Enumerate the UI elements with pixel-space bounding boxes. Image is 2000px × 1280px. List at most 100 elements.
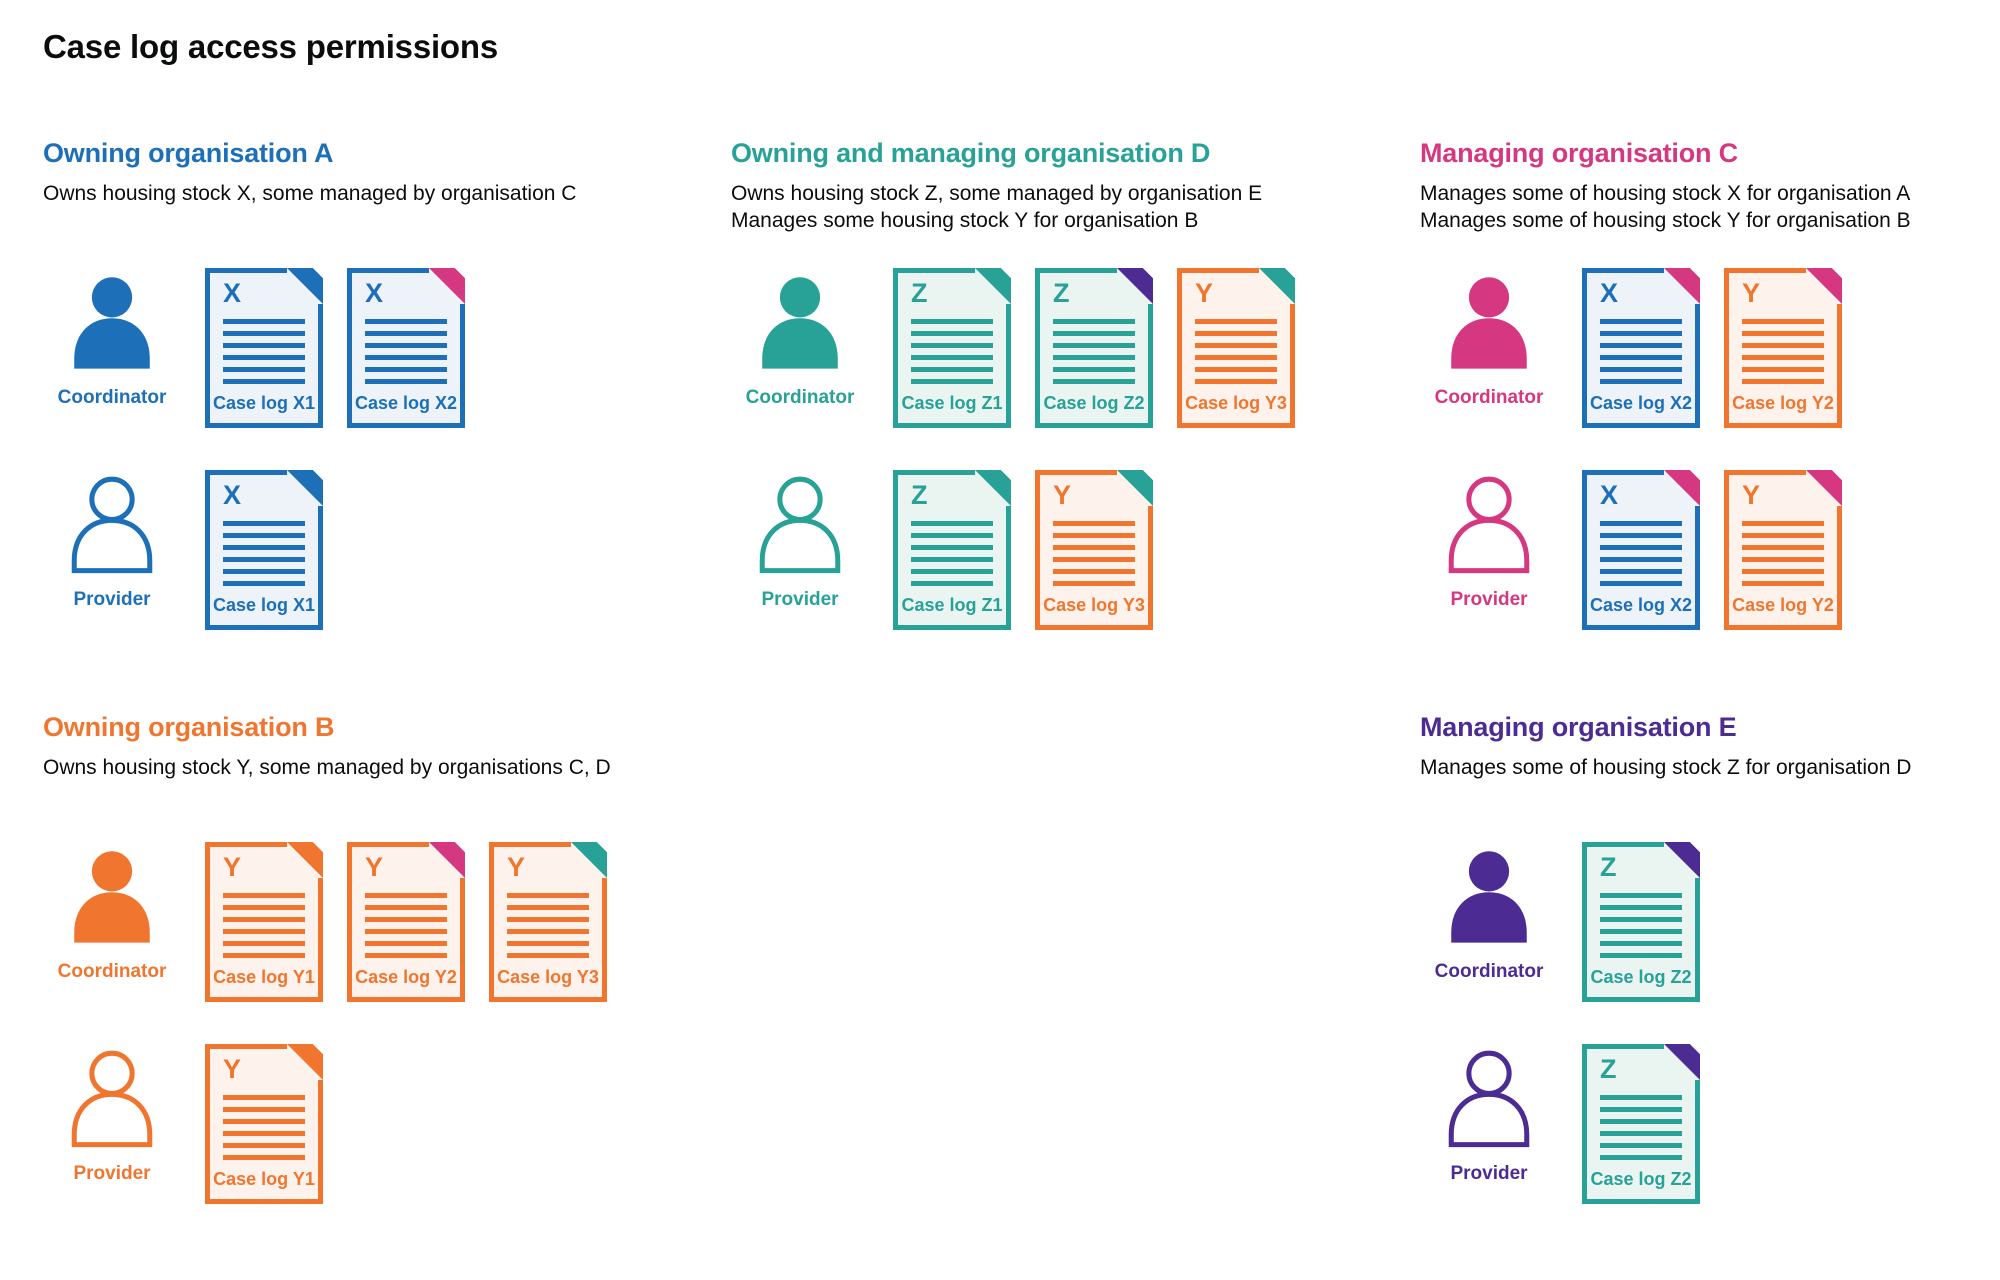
section-description-line: Owns housing stock Y, some managed by or…	[43, 756, 611, 779]
doc-text-line	[1600, 1143, 1682, 1148]
provider-icon	[759, 476, 841, 574]
doc-text-line	[223, 557, 305, 562]
doc-text-line	[365, 343, 447, 348]
fold-flap	[1664, 268, 1700, 304]
doc-text-line	[911, 569, 993, 574]
case-log-document: X Case log X2	[347, 268, 465, 428]
role-label: Provider	[761, 589, 839, 610]
case-log-document: Y Case log Y2	[1724, 470, 1842, 630]
section-heading: Owning organisation B	[43, 712, 335, 742]
role-label: Provider	[73, 1163, 151, 1184]
doc-text-line	[1600, 1155, 1682, 1160]
doc-text-line	[223, 941, 305, 946]
case-log-label: Case log Y2	[355, 967, 457, 987]
fold-flap	[1117, 470, 1153, 506]
doc-text-lines	[1600, 319, 1682, 384]
fold-flap	[975, 470, 1011, 506]
doc-text-lines	[223, 521, 305, 586]
doc-text-line	[1053, 581, 1135, 586]
doc-text-line	[365, 367, 447, 372]
role-label: Provider	[1450, 1163, 1528, 1184]
doc-text-lines	[1195, 319, 1277, 384]
doc-text-line	[365, 941, 447, 946]
stock-letter: X	[223, 278, 242, 308]
section-description-line: Manages some of housing stock Z for orga…	[1420, 756, 1912, 779]
doc-text-lines	[507, 893, 589, 958]
coordinator-icon	[74, 851, 150, 943]
stock-letter: Y	[223, 852, 242, 882]
doc-text-line	[1600, 929, 1682, 934]
folded-corner-icon	[571, 842, 607, 878]
role-label: Provider	[1450, 589, 1528, 610]
role-label: Coordinator	[1434, 387, 1544, 408]
section-description-line: Manages some of housing stock Y for orga…	[1420, 208, 1911, 232]
doc-text-line	[1600, 1119, 1682, 1124]
doc-text-line	[1742, 581, 1824, 586]
doc-text-line	[1053, 545, 1135, 550]
doc-text-line	[1600, 917, 1682, 922]
section-heading: Owning and managing organisation D	[731, 138, 1211, 168]
provider-person: Provider	[731, 470, 869, 611]
section-description: Owns housing stock Z, some managed by or…	[731, 181, 1391, 235]
stock-letter: Z	[911, 278, 928, 308]
doc-text-line	[223, 893, 305, 898]
case-log-document: Z Case log Z2	[1582, 1044, 1700, 1204]
doc-text-line	[1195, 331, 1277, 336]
fold-flap	[1806, 470, 1842, 506]
section-org-a: Owning organisation A Owns housing stock …	[43, 138, 703, 672]
doc-text-line	[223, 1131, 305, 1136]
doc-text-line	[1195, 355, 1277, 360]
folded-corner-icon	[1664, 268, 1700, 304]
doc-text-line	[911, 581, 993, 586]
fold-notch	[312, 842, 323, 853]
role-label: Coordinator	[1434, 961, 1544, 982]
case-log-document: Z Case log Z2	[1035, 268, 1153, 428]
doc-text-line	[1053, 569, 1135, 574]
stock-letter: X	[1600, 480, 1619, 510]
case-log-label: Case log Z2	[1590, 1169, 1692, 1189]
doc-text-lines	[1053, 319, 1135, 384]
provider-person: Provider	[1420, 470, 1558, 611]
section-org-c: Managing organisation C Manages some of h…	[1420, 138, 1990, 672]
doc-text-line	[1742, 319, 1824, 324]
doc-text-line	[1600, 545, 1682, 550]
doc-text-line	[1600, 557, 1682, 562]
case-log-label: Case log X2	[1589, 595, 1693, 615]
section-description: Owns housing stock X, some managed by or…	[43, 181, 703, 208]
doc-text-line	[911, 521, 993, 526]
case-log-document: X Case log X2	[1582, 470, 1700, 630]
case-log-document: Y Case log Y2	[347, 842, 465, 1002]
provider-icon	[71, 476, 153, 574]
coordinator-person: Coordinator	[43, 842, 181, 983]
provider-icon	[1448, 1050, 1530, 1148]
page-title: Case log access permissions	[43, 28, 499, 65]
doc-text-lines	[1600, 1095, 1682, 1160]
doc-text-line	[1600, 941, 1682, 946]
folded-corner-icon	[429, 842, 465, 878]
doc-text-line	[223, 331, 305, 336]
section-header: Owning organisation A Owns housing stock …	[43, 138, 703, 268]
case-log-document: Y Case log Y3	[1177, 268, 1295, 428]
section-description: Manages some of housing stock X for orga…	[1420, 181, 1990, 235]
folded-corner-icon	[287, 842, 323, 878]
fold-flap	[1259, 268, 1295, 304]
case-log-label: Case log Y3	[1043, 595, 1145, 615]
doc-text-line	[1742, 569, 1824, 574]
section-header: Managing organisation C Manages some of h…	[1420, 138, 1990, 268]
doc-text-line	[1053, 533, 1135, 538]
case-log-label: Case log X2	[1589, 393, 1693, 413]
case-log-label: Case log X1	[212, 393, 316, 413]
org-c-provider-row: Provider X Case log X2 Y Case log Y2	[1420, 470, 1990, 630]
doc-text-line	[1600, 367, 1682, 372]
section-description: Owns housing stock Y, some managed by or…	[43, 755, 703, 782]
doc-text-line	[1600, 1107, 1682, 1112]
fold-notch	[1000, 268, 1011, 279]
doc-text-line	[1600, 569, 1682, 574]
doc-text-lines	[911, 521, 993, 586]
case-log-document: Y Case log Y3	[1035, 470, 1153, 630]
org-c-coordinator-row: Coordinator X Case log X2 Y Case log Y2	[1420, 268, 1990, 428]
case-log-label: Case log Y2	[1732, 393, 1834, 413]
fold-flap	[429, 842, 465, 878]
coordinator-person: Coordinator	[1420, 842, 1558, 983]
doc-text-line	[1742, 379, 1824, 384]
